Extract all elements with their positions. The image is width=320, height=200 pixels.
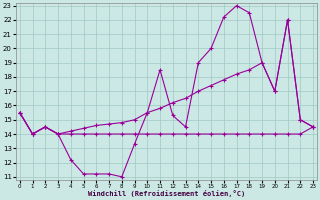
X-axis label: Windchill (Refroidissement éolien,°C): Windchill (Refroidissement éolien,°C) — [88, 190, 245, 197]
